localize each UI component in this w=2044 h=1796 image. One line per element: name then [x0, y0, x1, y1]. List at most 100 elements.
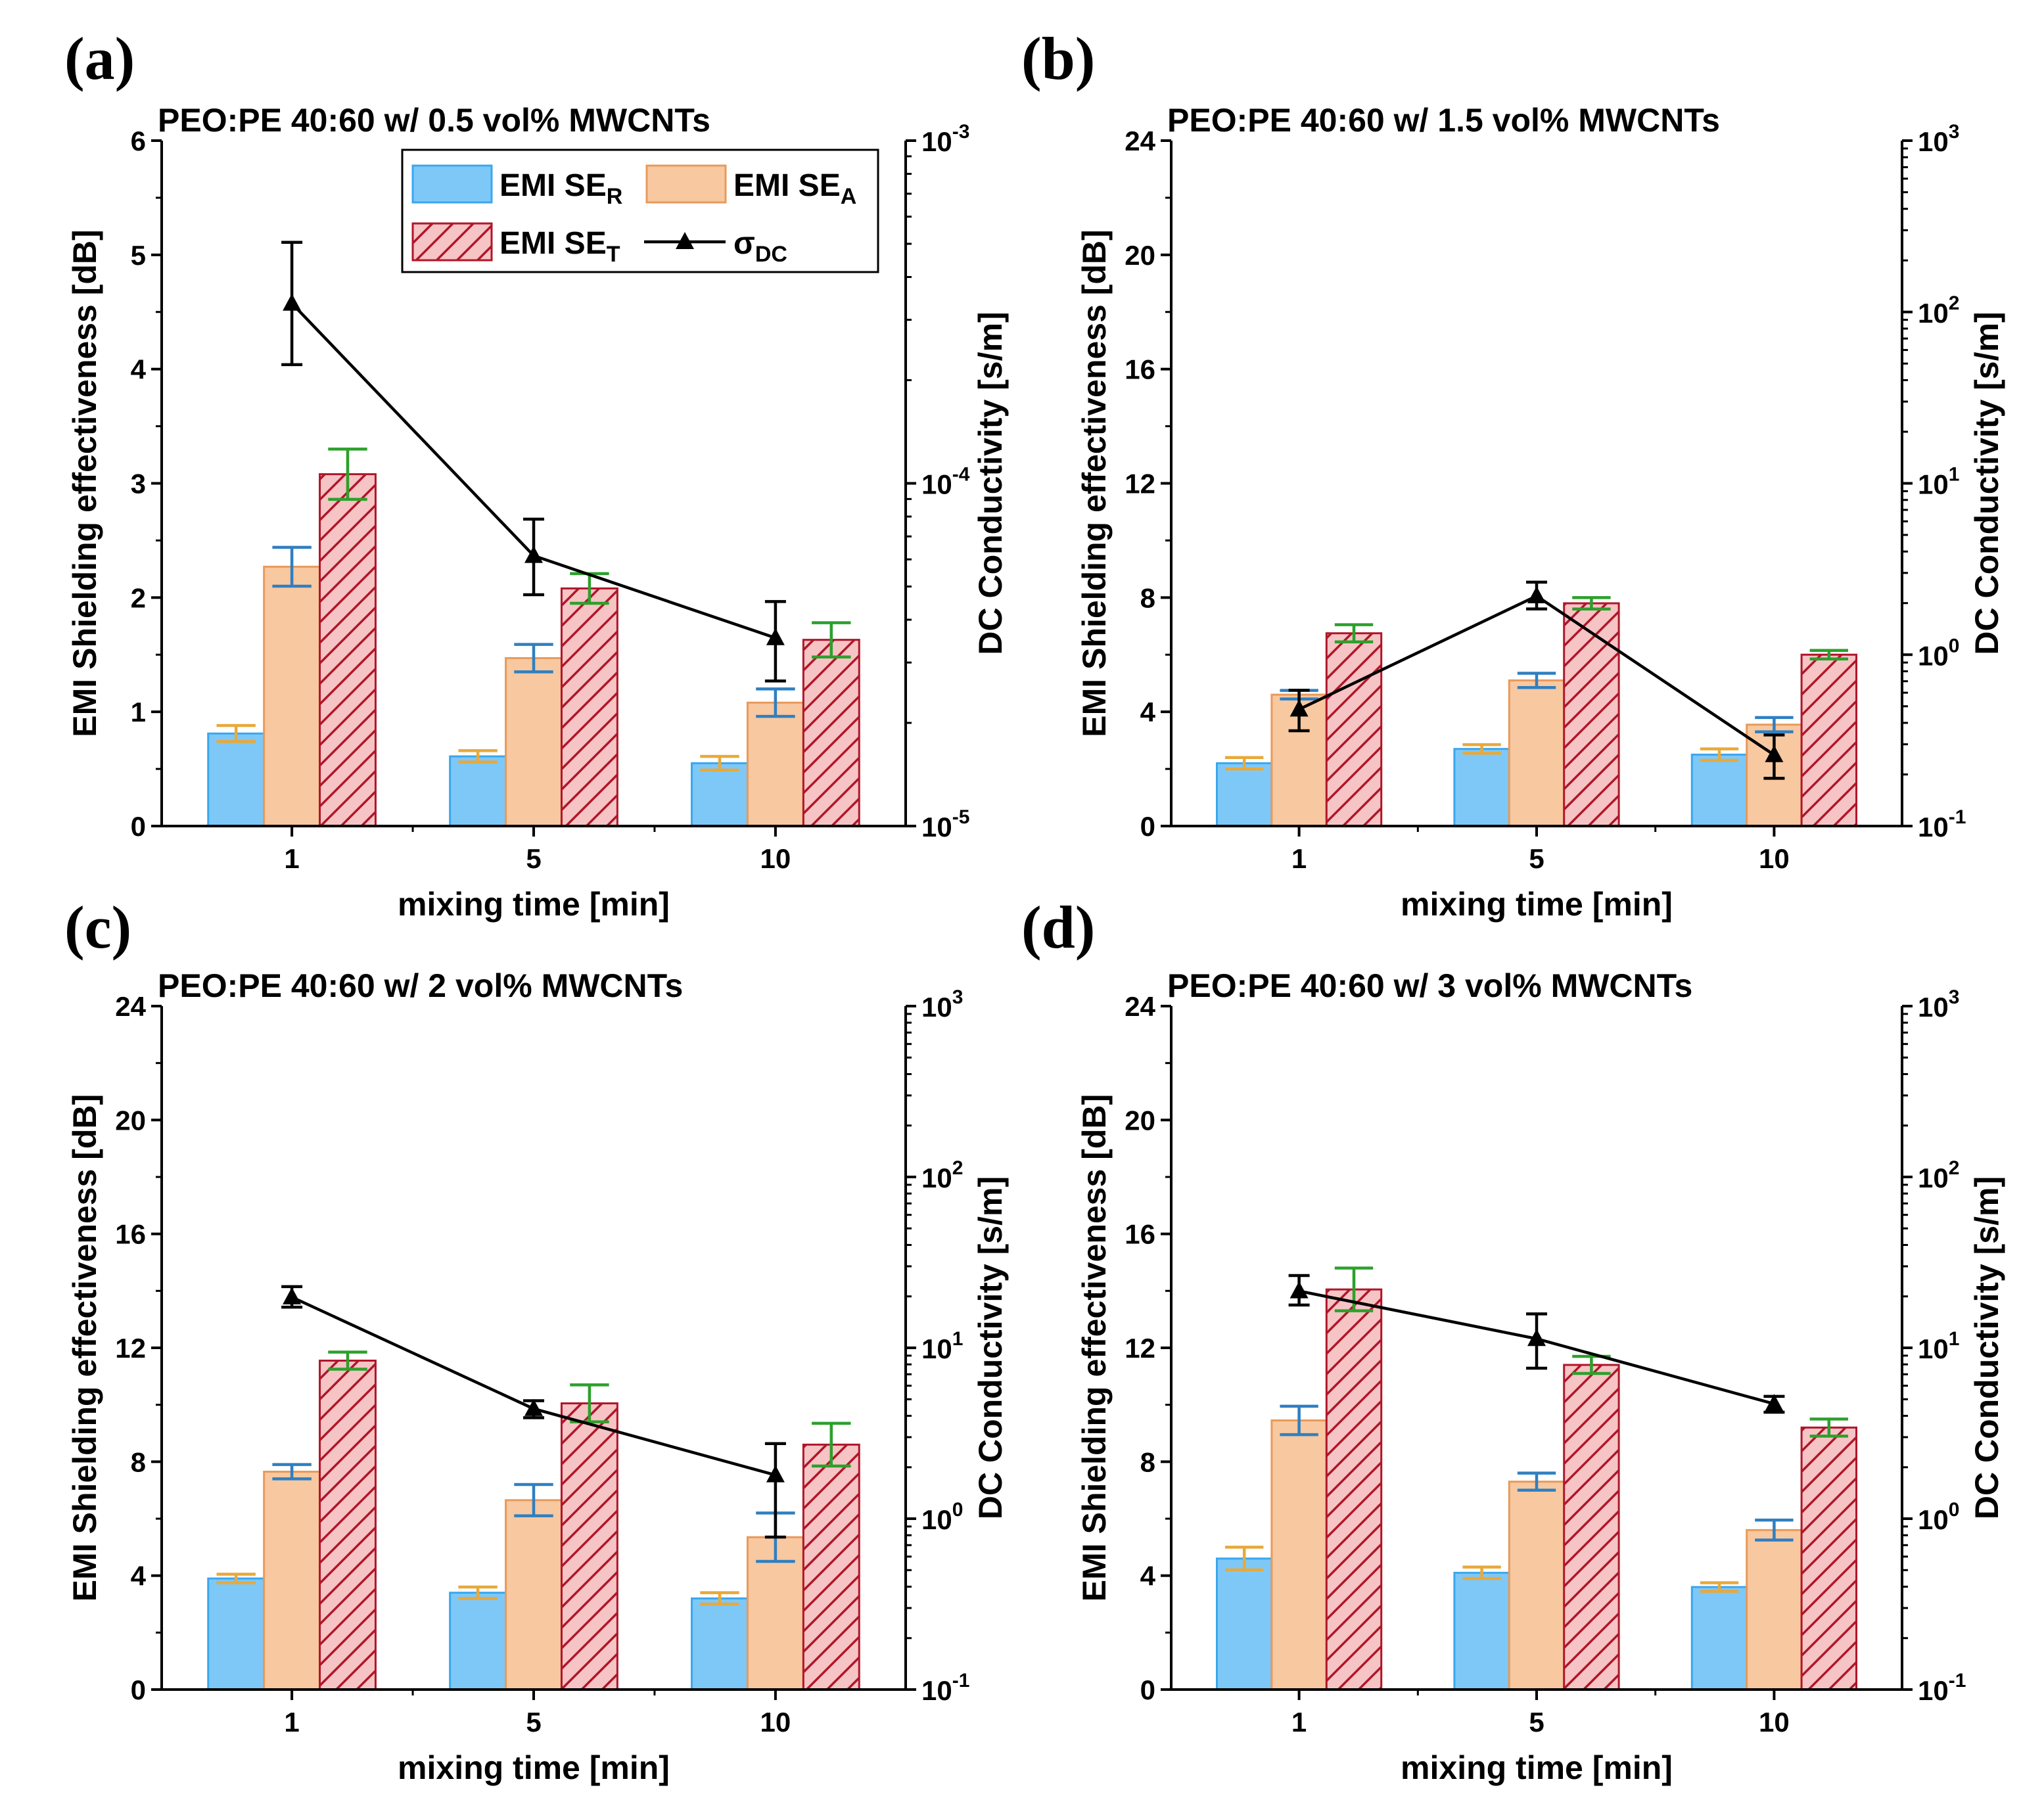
legend-label-dc-main: σ [733, 226, 755, 261]
dc-point [1765, 1394, 1784, 1412]
y2-tick-label-exp: 1 [1949, 1328, 1960, 1350]
bar-se-t [802, 1443, 860, 1691]
y2-tick-label: 100 [921, 1499, 963, 1535]
y2-tick-label-exp: 1 [952, 1328, 964, 1350]
y2-tick-label-exp: 3 [1949, 986, 1960, 1008]
y2-tick-label-base: 10 [1918, 469, 1949, 500]
y2-tick-label-base: 10 [921, 1504, 952, 1535]
bar-se-t [1800, 1426, 1858, 1691]
y2-tick-label: 101 [921, 1328, 963, 1364]
y2-tick-label-exp: -1 [952, 1670, 970, 1692]
bar-se-t-error [328, 1350, 367, 1371]
y2-tick-label-exp: 2 [1949, 1157, 1960, 1179]
y2-tick-label: 102 [1918, 1157, 1959, 1193]
y2-tick-label-base: 10 [921, 992, 952, 1023]
legend-label-se-a: EMI SEA [733, 168, 856, 209]
x-tick-label: 10 [760, 843, 791, 874]
dc-point [283, 1287, 302, 1304]
y-tick-label: 4 [1140, 697, 1156, 727]
y-tick-label: 20 [115, 1105, 146, 1136]
panel-c: (c)PEO:PE 40:60 w/ 2 vol% MWCNTs04812162… [64, 894, 1009, 1786]
y2-tick-label: 101 [1918, 1328, 1959, 1364]
bar-se-a [505, 656, 563, 827]
x-axis-label: mixing time [min] [1401, 886, 1673, 923]
y2-tick-label-base: 10 [921, 126, 952, 157]
y-tick-label: 3 [131, 469, 146, 499]
bar-se-a [1508, 1481, 1566, 1691]
x-tick-label: 5 [526, 843, 541, 874]
y-axis-label: EMI Shielding effectiveness [dB] [66, 229, 103, 737]
bar-se-r-error [1225, 756, 1264, 771]
bar-se-r [691, 762, 749, 827]
x-axis-label: mixing time [min] [398, 886, 670, 923]
dc-point [283, 293, 302, 311]
bar-se-r [1453, 748, 1510, 827]
y2-tick-label-base: 10 [921, 1675, 952, 1706]
x-tick-label: 10 [1759, 843, 1790, 874]
y-tick-label: 16 [1125, 1219, 1155, 1250]
y2-tick-label-exp: -3 [952, 121, 970, 143]
x-tick-label: 5 [1529, 843, 1544, 874]
legend-label-se-a-main: EMI SE [733, 168, 841, 203]
bar-se-r [691, 1597, 749, 1691]
legend-swatch-se-r [411, 164, 493, 204]
legend-label-dc-sub: DC [755, 242, 787, 267]
panel-label: (a) [64, 25, 135, 92]
legend-label-se-t-main: EMI SE [499, 226, 607, 261]
bar-se-t [1325, 1288, 1383, 1691]
bar-se-r-error [458, 1585, 498, 1600]
y2-tick-label-exp: -1 [1949, 1670, 1966, 1692]
y2-tick-label: 103 [921, 986, 963, 1023]
y2-axis-label: DC Conductivity [s/m] [972, 1176, 1009, 1519]
y2-tick-label-exp: -5 [952, 806, 970, 828]
y-axis-label: EMI Shielding effectiveness [dB] [1076, 229, 1113, 737]
y-tick-label: 4 [1140, 1561, 1156, 1592]
x-tick-label: 5 [1529, 1707, 1544, 1738]
bar-se-a [746, 701, 804, 827]
bar-se-a-error [1517, 1471, 1556, 1492]
y-tick-label: 16 [115, 1219, 146, 1250]
bar-se-r-error [700, 754, 739, 772]
dc-point [524, 1398, 543, 1416]
dc-point [1289, 1281, 1309, 1299]
y2-tick-label: 102 [1918, 292, 1959, 329]
bar-se-r [207, 1577, 266, 1691]
y2-tick-label: 103 [1918, 986, 1959, 1023]
y-tick-label: 6 [131, 126, 146, 156]
bar-se-a [1508, 679, 1566, 827]
y2-tick-label: 10-1 [1918, 1670, 1966, 1706]
bar-se-r [1216, 1557, 1273, 1691]
y2-tick-label-base: 10 [1918, 1333, 1949, 1364]
y2-tick-label-base: 10 [1918, 992, 1949, 1023]
x-tick-label: 1 [284, 1707, 299, 1738]
bar-se-a [263, 1471, 321, 1691]
bar-se-r-error [1700, 1581, 1739, 1593]
y2-tick-label-base: 10 [921, 469, 952, 500]
bar-se-r [1690, 753, 1748, 827]
bar-se-a [505, 1499, 563, 1691]
bar-se-t [1800, 653, 1858, 827]
bar-se-t-error [1572, 596, 1611, 610]
bar-se-a-error [272, 545, 312, 588]
x-tick-label: 1 [284, 843, 299, 874]
bar-se-r-error [1462, 1565, 1501, 1580]
chart-title: PEO:PE 40:60 w/ 1.5 vol% MWCNTs [1167, 102, 1720, 139]
y2-tick-label-base: 10 [1918, 1163, 1949, 1193]
y-tick-label: 1 [131, 697, 146, 727]
y2-tick-label-exp: 0 [1949, 1499, 1960, 1521]
x-axis-label: mixing time [min] [398, 1749, 670, 1786]
legend-swatch-dc-marker [676, 232, 694, 249]
bar-se-r-error [216, 724, 256, 743]
y-tick-label: 12 [115, 1333, 146, 1364]
dc-point [1765, 745, 1784, 762]
bar-se-a-error [1755, 1518, 1794, 1542]
y2-axis-label: DC Conductivity [s/m] [1968, 311, 2005, 655]
bar-se-r [449, 1592, 507, 1691]
bar-se-r [1216, 762, 1273, 827]
y2-tick-label-base: 10 [1918, 126, 1949, 157]
panel-label: (c) [64, 894, 131, 961]
y2-tick-label-base: 10 [921, 1333, 952, 1364]
dc-point [1527, 1329, 1546, 1347]
y-tick-label: 8 [1140, 582, 1155, 613]
